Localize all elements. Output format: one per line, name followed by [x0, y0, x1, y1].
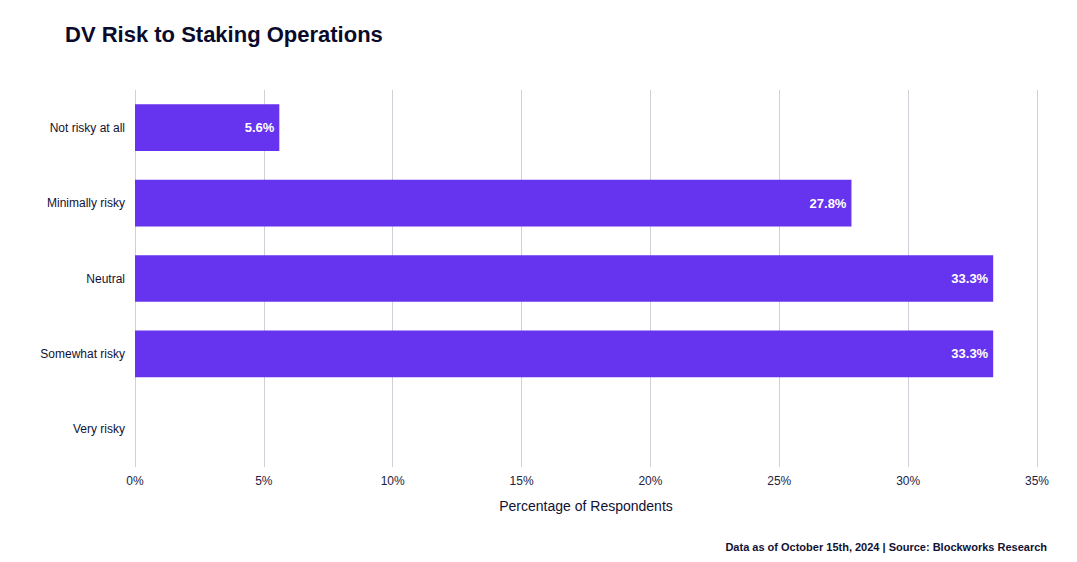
svg-text:10%: 10% — [381, 474, 405, 488]
svg-text:Very risky: Very risky — [73, 422, 125, 436]
svg-text:20%: 20% — [638, 474, 662, 488]
svg-text:15%: 15% — [510, 474, 534, 488]
svg-text:Somewhat risky: Somewhat risky — [40, 347, 125, 361]
svg-text:25%: 25% — [767, 474, 791, 488]
svg-text:33.3%: 33.3% — [951, 271, 988, 286]
svg-text:35%: 35% — [1025, 474, 1049, 488]
svg-text:0%: 0% — [126, 474, 144, 488]
svg-text:DV Risk to Staking Operations: DV Risk to Staking Operations — [65, 22, 383, 47]
svg-text:Percentage of Respondents: Percentage of Respondents — [499, 498, 673, 514]
svg-text:Not risky at all: Not risky at all — [50, 121, 125, 135]
svg-text:27.8%: 27.8% — [810, 196, 847, 211]
svg-text:Data as of October 15th, 2024: Data as of October 15th, 2024 | Source: … — [725, 541, 1047, 553]
svg-text:5.6%: 5.6% — [245, 120, 275, 135]
svg-text:Minimally risky: Minimally risky — [47, 196, 125, 210]
svg-text:Neutral: Neutral — [86, 272, 125, 286]
svg-text:5%: 5% — [255, 474, 273, 488]
svg-text:33.3%: 33.3% — [951, 346, 988, 361]
svg-text:30%: 30% — [896, 474, 920, 488]
